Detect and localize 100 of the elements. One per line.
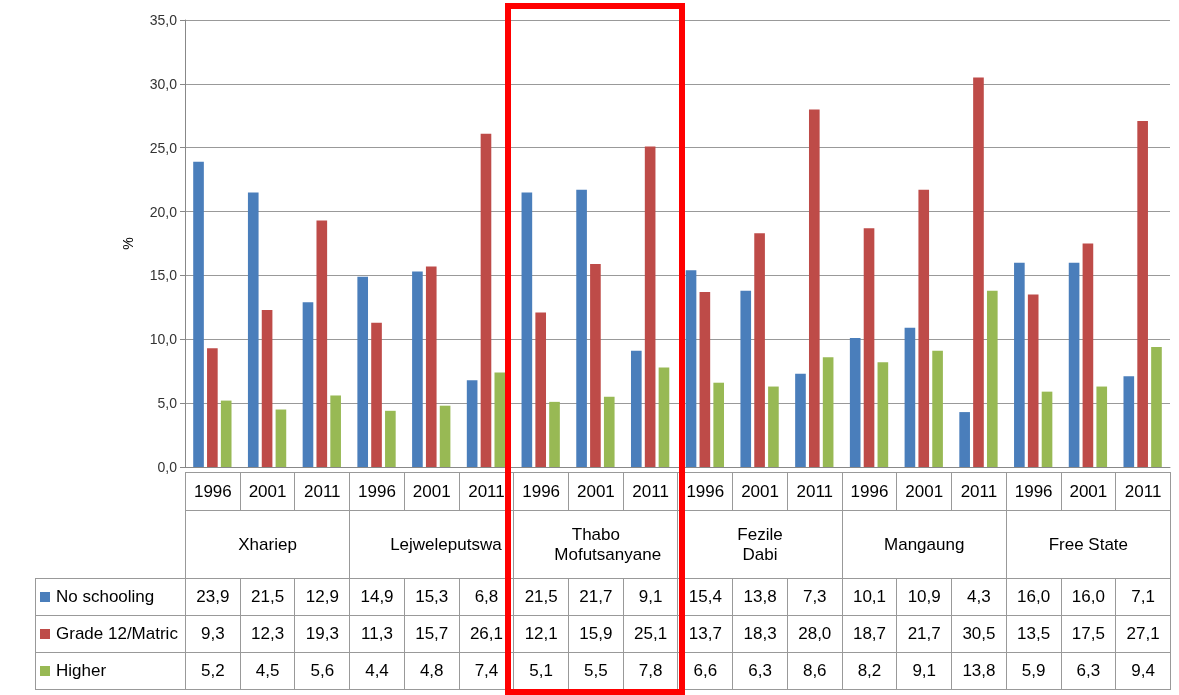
x-tick-label: 2001 xyxy=(1061,472,1116,511)
legend-label: No schooling xyxy=(35,578,186,616)
text: Fezile Dabi xyxy=(677,510,843,579)
data-label: 10,9 xyxy=(896,578,952,616)
data-label: 7,3 xyxy=(787,578,843,616)
data-label: 5,2 xyxy=(185,652,241,690)
x-tick-label: 2001 xyxy=(732,472,788,511)
data-label: 9,4 xyxy=(1115,652,1171,690)
data-label: 21,5 xyxy=(240,578,295,616)
data-label: 4,5 xyxy=(240,652,295,690)
data-label: 16,0 xyxy=(1006,578,1061,616)
data-label: 5,5 xyxy=(568,652,624,690)
data-label: 4,3 xyxy=(951,578,1007,616)
text: Xhariep xyxy=(185,510,350,579)
data-label: 25,1 xyxy=(623,615,678,653)
bar xyxy=(261,309,273,467)
x-tick-label: 2011 xyxy=(294,472,350,511)
data-label: 15,3 xyxy=(404,578,460,616)
bar xyxy=(822,357,834,467)
text: Lejweleputswa xyxy=(349,510,514,579)
data-label: 13,8 xyxy=(732,578,788,616)
bar xyxy=(795,373,806,467)
data-label: 23,9 xyxy=(185,578,241,616)
data-label: 19,3 xyxy=(294,615,350,653)
data-label: 15,4 xyxy=(677,578,733,616)
bar xyxy=(193,161,204,467)
x-tick-label: 1996 xyxy=(349,472,405,511)
bar xyxy=(959,412,970,467)
bar xyxy=(385,410,396,467)
bar xyxy=(535,312,547,467)
bar xyxy=(768,386,779,467)
bar xyxy=(1082,243,1094,467)
y-tick-label: 25,0 xyxy=(149,139,178,156)
data-label: 5,1 xyxy=(513,652,569,690)
data-label: 8,2 xyxy=(842,652,897,690)
bar xyxy=(590,263,601,467)
x-tick-label: 1996 xyxy=(842,472,897,511)
bar xyxy=(740,290,752,467)
bar xyxy=(549,401,560,467)
bar xyxy=(877,362,889,467)
bar xyxy=(316,220,328,467)
bar xyxy=(439,405,451,467)
data-label: 13,7 xyxy=(677,615,733,653)
text: Thabo Mofutsanyane xyxy=(513,510,678,579)
x-tick-label: 1996 xyxy=(185,472,241,511)
bar xyxy=(357,276,369,467)
y-tick-label: 35,0 xyxy=(149,12,178,28)
data-label: 15,9 xyxy=(568,615,624,653)
y-tick-label: 5,0 xyxy=(157,395,178,412)
legend-label: Higher xyxy=(35,652,186,690)
bar xyxy=(986,290,998,467)
data-label: 6,3 xyxy=(1061,652,1116,690)
bar xyxy=(808,109,820,467)
data-label: 7,4 xyxy=(459,652,514,690)
bar xyxy=(699,292,711,467)
bar xyxy=(603,396,615,467)
bar xyxy=(1123,376,1135,467)
x-tick-label: 2011 xyxy=(459,472,514,511)
data-label: 17,5 xyxy=(1061,615,1116,653)
data-label: 9,3 xyxy=(185,615,241,653)
bar xyxy=(521,192,533,467)
data-label: 30,5 xyxy=(951,615,1007,653)
data-label: 13,8 xyxy=(951,652,1007,690)
x-tick-label: 2001 xyxy=(568,472,624,511)
x-tick-label: 2001 xyxy=(240,472,295,511)
data-label: 5,6 xyxy=(294,652,350,690)
bar xyxy=(754,233,765,467)
bar xyxy=(685,270,697,467)
data-label: 9,1 xyxy=(623,578,678,616)
data-label: 7,1 xyxy=(1115,578,1171,616)
data-label: 21,7 xyxy=(896,615,952,653)
data-label: 21,5 xyxy=(513,578,569,616)
bar xyxy=(630,350,642,467)
data-label: 18,3 xyxy=(732,615,788,653)
bar xyxy=(494,372,506,467)
bar xyxy=(1027,294,1039,467)
y-tick-label: 30,0 xyxy=(149,75,178,92)
y-tick-label: 0,0 xyxy=(157,459,178,475)
bar xyxy=(932,350,943,467)
bar xyxy=(904,327,916,467)
data-label: 12,1 xyxy=(513,615,569,653)
x-tick-label: 1996 xyxy=(1006,472,1061,511)
x-tick-label: 2011 xyxy=(1115,472,1171,511)
bar xyxy=(302,302,314,467)
bar xyxy=(330,395,341,467)
bar xyxy=(425,266,437,467)
bar xyxy=(1068,262,1080,467)
data-label: 6,6 xyxy=(677,652,733,690)
data-label: 9,1 xyxy=(896,652,952,690)
y-tick-label: 20,0 xyxy=(149,203,178,220)
x-tick-label: 1996 xyxy=(513,472,569,511)
data-label: 27,1 xyxy=(1115,615,1171,653)
bar xyxy=(220,400,232,467)
bar xyxy=(207,348,218,467)
bar xyxy=(644,146,656,467)
data-label: 6,3 xyxy=(732,652,788,690)
data-label: 21,7 xyxy=(568,578,624,616)
data-label: 14,9 xyxy=(349,578,405,616)
bar xyxy=(371,322,382,467)
data-label: 8,6 xyxy=(787,652,843,690)
